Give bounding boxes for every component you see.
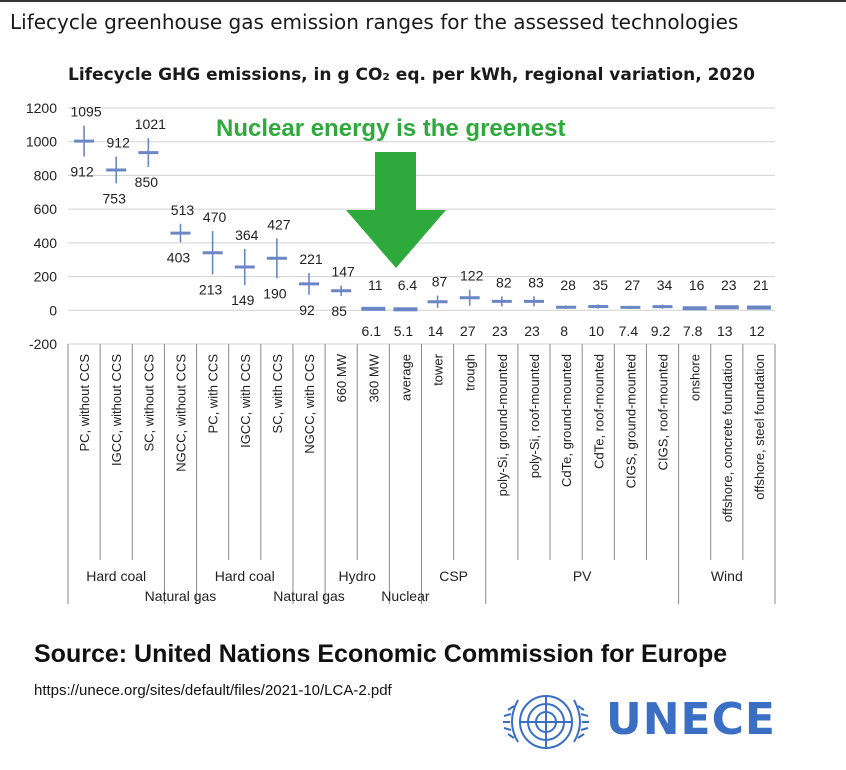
category-label: IGCC, with CCS [238, 354, 253, 448]
min-value-label: 92 [299, 302, 315, 318]
min-value-label: 403 [167, 249, 191, 265]
category-label: IGCC, without CCS [109, 354, 124, 466]
y-tick-label: -200 [29, 336, 57, 352]
y-tick-label: 600 [34, 201, 58, 217]
range-marker [682, 306, 707, 311]
min-value-label: 27 [460, 323, 476, 339]
category-label: SC, without CCS [141, 354, 156, 452]
range-marker [393, 307, 418, 312]
category-label: SC, with CCS [270, 354, 285, 434]
max-value-label: 21 [753, 277, 769, 293]
category-label: average [398, 354, 413, 401]
min-value-label: 213 [199, 281, 223, 297]
annotation-text: Nuclear energy is the greenest [216, 115, 565, 142]
min-value-label: 9.2 [651, 323, 671, 339]
min-value-label: 8 [560, 323, 568, 339]
max-value-label: 11 [368, 277, 383, 293]
max-value-label: 27 [625, 277, 641, 293]
max-value-label: 34 [657, 277, 673, 293]
max-value-label: 470 [203, 209, 227, 225]
y-tick-label: 1200 [26, 100, 57, 116]
group-label: Natural gas [273, 588, 345, 604]
min-value-label: 850 [135, 174, 159, 190]
source-text: Source: United Nations Economic Commissi… [34, 640, 728, 668]
min-value-label: 10 [588, 323, 604, 339]
max-value-label: 82 [496, 274, 512, 290]
max-value-label: 35 [592, 277, 608, 293]
group-label: Hydro [339, 568, 377, 584]
min-value-label: 190 [263, 285, 287, 301]
category-label: NGCC, with CCS [302, 354, 317, 454]
max-value-label: 16 [689, 277, 705, 293]
page-title: Lifecycle greenhouse gas emission ranges… [10, 10, 739, 34]
max-value-label: 427 [267, 216, 291, 232]
y-tick-label: 0 [49, 302, 57, 318]
category-label: onshore [688, 354, 703, 401]
min-value-label: 753 [103, 190, 127, 206]
range-marker [746, 305, 771, 310]
range-marker [361, 306, 386, 311]
group-label: Natural gas [145, 588, 217, 604]
category-label: PC, with CCS [206, 354, 221, 434]
max-value-label: 364 [235, 227, 259, 243]
min-value-label: 7.4 [619, 323, 639, 339]
category-label: 660 MW [334, 353, 349, 402]
category-label: CIGS, ground-mounted [623, 354, 638, 488]
max-value-label: 87 [432, 274, 448, 290]
chart-title: Lifecycle GHG emissions, in g CO₂ eq. pe… [68, 65, 755, 85]
category-label: trough [463, 354, 478, 391]
max-value-label: 6.4 [398, 277, 418, 293]
group-label: Hard coal [215, 568, 275, 584]
category-label: PC, without CCS [77, 354, 92, 452]
y-tick-label: 400 [34, 235, 58, 251]
min-value-label: 6.1 [362, 323, 382, 339]
group-label: CSP [439, 568, 468, 584]
category-label: 360 MW [366, 353, 381, 402]
brand-name: UNECE [606, 694, 776, 745]
un-emblem-icon [503, 695, 589, 749]
max-value-label: 28 [560, 277, 576, 293]
category-label: offshore, concrete foundation [720, 354, 735, 522]
max-value-label: 147 [331, 264, 355, 280]
max-value-label: 23 [721, 277, 737, 293]
min-value-label: 12 [749, 323, 765, 339]
min-value-label: 13 [717, 323, 733, 339]
max-value-label: 83 [528, 274, 544, 290]
min-value-label: 5.1 [394, 323, 414, 339]
category-label: poly-Si, roof-mounted [527, 354, 542, 478]
annotation-arrow [346, 152, 446, 268]
top-rule [0, 0, 846, 2]
min-value-label: 23 [524, 323, 540, 339]
y-tick-label: 1000 [26, 134, 57, 150]
max-value-label: 1095 [70, 104, 101, 120]
max-value-label: 912 [107, 135, 131, 151]
y-tick-label: 800 [34, 167, 58, 183]
min-value-label: 149 [231, 292, 255, 308]
group-label: PV [573, 568, 592, 584]
group-label: Wind [711, 568, 743, 584]
min-value-label: 14 [428, 323, 444, 339]
category-label: poly-Si, ground-mounted [495, 354, 510, 496]
category-label: offshore, steel foundation [752, 354, 767, 500]
max-value-label: 221 [299, 251, 323, 267]
min-value-label: 912 [70, 164, 94, 180]
min-value-label: 85 [331, 303, 347, 319]
range-marker [714, 305, 739, 310]
category-label: NGCC, without CCS [173, 354, 188, 472]
group-label: Nuclear [381, 588, 430, 604]
category-label: tower [431, 353, 446, 385]
min-value-label: 7.8 [683, 323, 703, 339]
max-value-label: 122 [460, 268, 484, 284]
max-value-label: 1021 [135, 116, 166, 132]
category-label: CIGS, roof-mounted [656, 354, 671, 470]
ghg-range-chart: Lifecycle GHG emissions, in g CO₂ eq. pe… [26, 65, 776, 604]
category-label: CdTe, ground-mounted [559, 354, 574, 487]
max-value-label: 513 [171, 202, 195, 218]
y-tick-label: 200 [34, 269, 58, 285]
min-value-label: 23 [492, 323, 508, 339]
unece-logo: UNECE [496, 682, 796, 762]
group-label: Hard coal [86, 568, 146, 584]
source-url[interactable]: https://unece.org/sites/default/files/20… [34, 682, 392, 699]
category-label: CdTe, roof-mounted [591, 354, 606, 469]
